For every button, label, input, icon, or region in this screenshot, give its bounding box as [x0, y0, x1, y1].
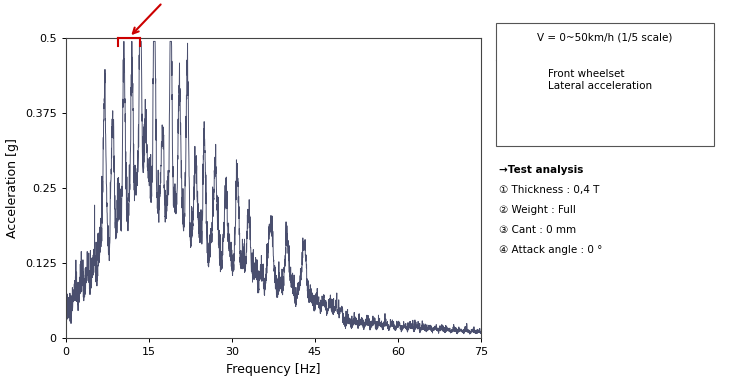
Text: →Test analysis: →Test analysis [499, 165, 584, 175]
Y-axis label: Acceleration [g]: Acceleration [g] [7, 138, 19, 238]
Text: ③ Cant : 0 mm: ③ Cant : 0 mm [499, 225, 577, 235]
Text: V = 0~50km/h (1/5 scale): V = 0~50km/h (1/5 scale) [537, 33, 673, 43]
Text: ② Weight : Full: ② Weight : Full [499, 205, 576, 215]
Text: ① Thickness : 0,4 T: ① Thickness : 0,4 T [499, 185, 600, 195]
Text: Front wheelset
Lateral acceleration: Front wheelset Lateral acceleration [548, 69, 652, 91]
X-axis label: Frequency [Hz]: Frequency [Hz] [226, 362, 321, 376]
Text: ④ Attack angle : 0 °: ④ Attack angle : 0 ° [499, 245, 603, 255]
